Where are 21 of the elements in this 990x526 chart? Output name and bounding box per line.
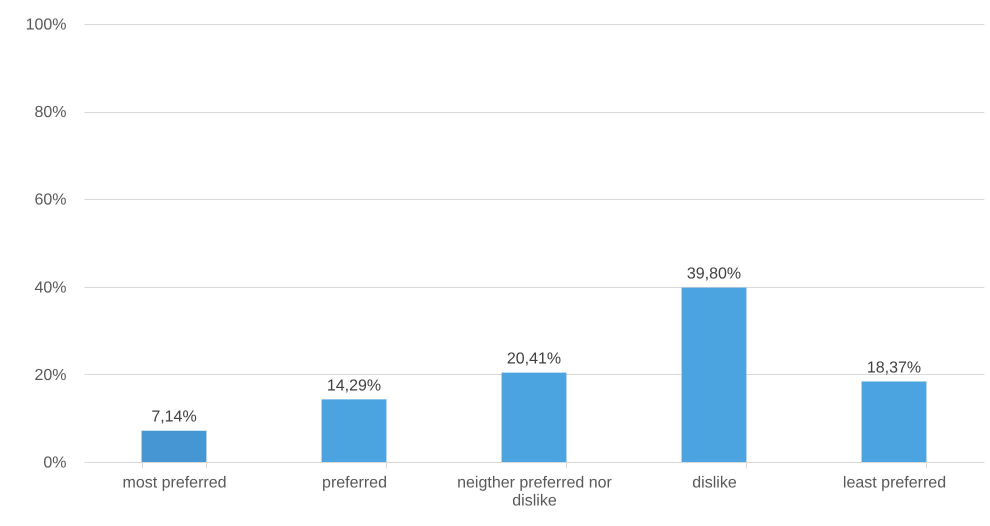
x-tick-label: preferred xyxy=(322,474,387,492)
y-tick-label: 20% xyxy=(34,366,66,384)
bar xyxy=(322,399,386,462)
data-label: 39,80% xyxy=(686,266,742,283)
bar xyxy=(682,288,746,462)
bar xyxy=(502,372,566,462)
y-tick-label: 40% xyxy=(34,279,66,296)
x-tick-label: least preferred xyxy=(842,474,946,492)
data-label: 18,37% xyxy=(866,360,922,377)
data-label: 14,29% xyxy=(326,377,382,394)
data-label: 7,14% xyxy=(151,408,197,426)
data-label: 20,41% xyxy=(506,350,562,368)
x-tick-label: neigther preferred nor dislike xyxy=(457,474,613,510)
bar xyxy=(142,430,206,462)
bar xyxy=(862,382,926,462)
x-tick-label: dislike xyxy=(692,474,737,492)
y-tick-label: 60% xyxy=(34,192,66,209)
y-tick-label: 100% xyxy=(26,16,66,34)
x-tick-label: most preferred xyxy=(122,474,227,492)
y-tick-label: 0% xyxy=(43,454,66,472)
y-tick-label: 80% xyxy=(34,104,66,122)
